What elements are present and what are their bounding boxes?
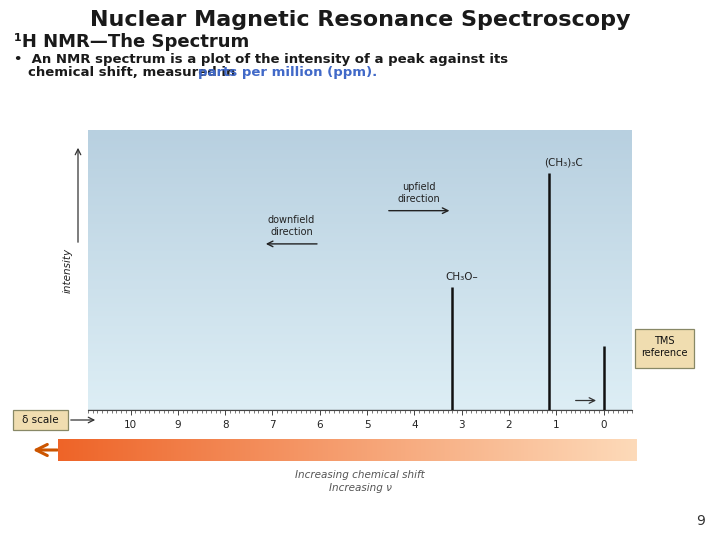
Text: Increasing chemical shift: Increasing chemical shift [295, 470, 425, 480]
Text: TMS
reference: TMS reference [641, 336, 688, 357]
FancyBboxPatch shape [634, 328, 693, 368]
Text: δ scale: δ scale [22, 415, 58, 425]
Text: ¹H NMR—The Spectrum: ¹H NMR—The Spectrum [14, 33, 249, 51]
Text: (CH₃)₃C: (CH₃)₃C [544, 158, 583, 168]
Text: Increasing ν: Increasing ν [328, 483, 392, 493]
Text: Nuclear Magnetic Resonance Spectroscopy: Nuclear Magnetic Resonance Spectroscopy [90, 10, 630, 30]
FancyBboxPatch shape [94, 137, 215, 181]
Text: chemical shift, measured in: chemical shift, measured in [28, 66, 240, 79]
Text: upfield
direction: upfield direction [397, 182, 441, 204]
Text: CH₃OC(CH₃)₃: CH₃OC(CH₃)₃ [127, 158, 184, 167]
FancyBboxPatch shape [12, 410, 68, 430]
Text: •  An NMR spectrum is a plot of the intensity of a peak against its: • An NMR spectrum is a plot of the inten… [14, 53, 508, 66]
Text: 9: 9 [696, 514, 705, 528]
Text: CH₃O–: CH₃O– [445, 272, 478, 282]
Text: chemical shift (ppm): chemical shift (ppm) [279, 443, 416, 456]
Text: parts per million (ppm).: parts per million (ppm). [198, 66, 377, 79]
Text: Sample ¹H NMR spectrum: Sample ¹H NMR spectrum [93, 144, 217, 153]
Text: downfield
direction: downfield direction [268, 215, 315, 237]
Text: intensity: intensity [63, 247, 73, 293]
